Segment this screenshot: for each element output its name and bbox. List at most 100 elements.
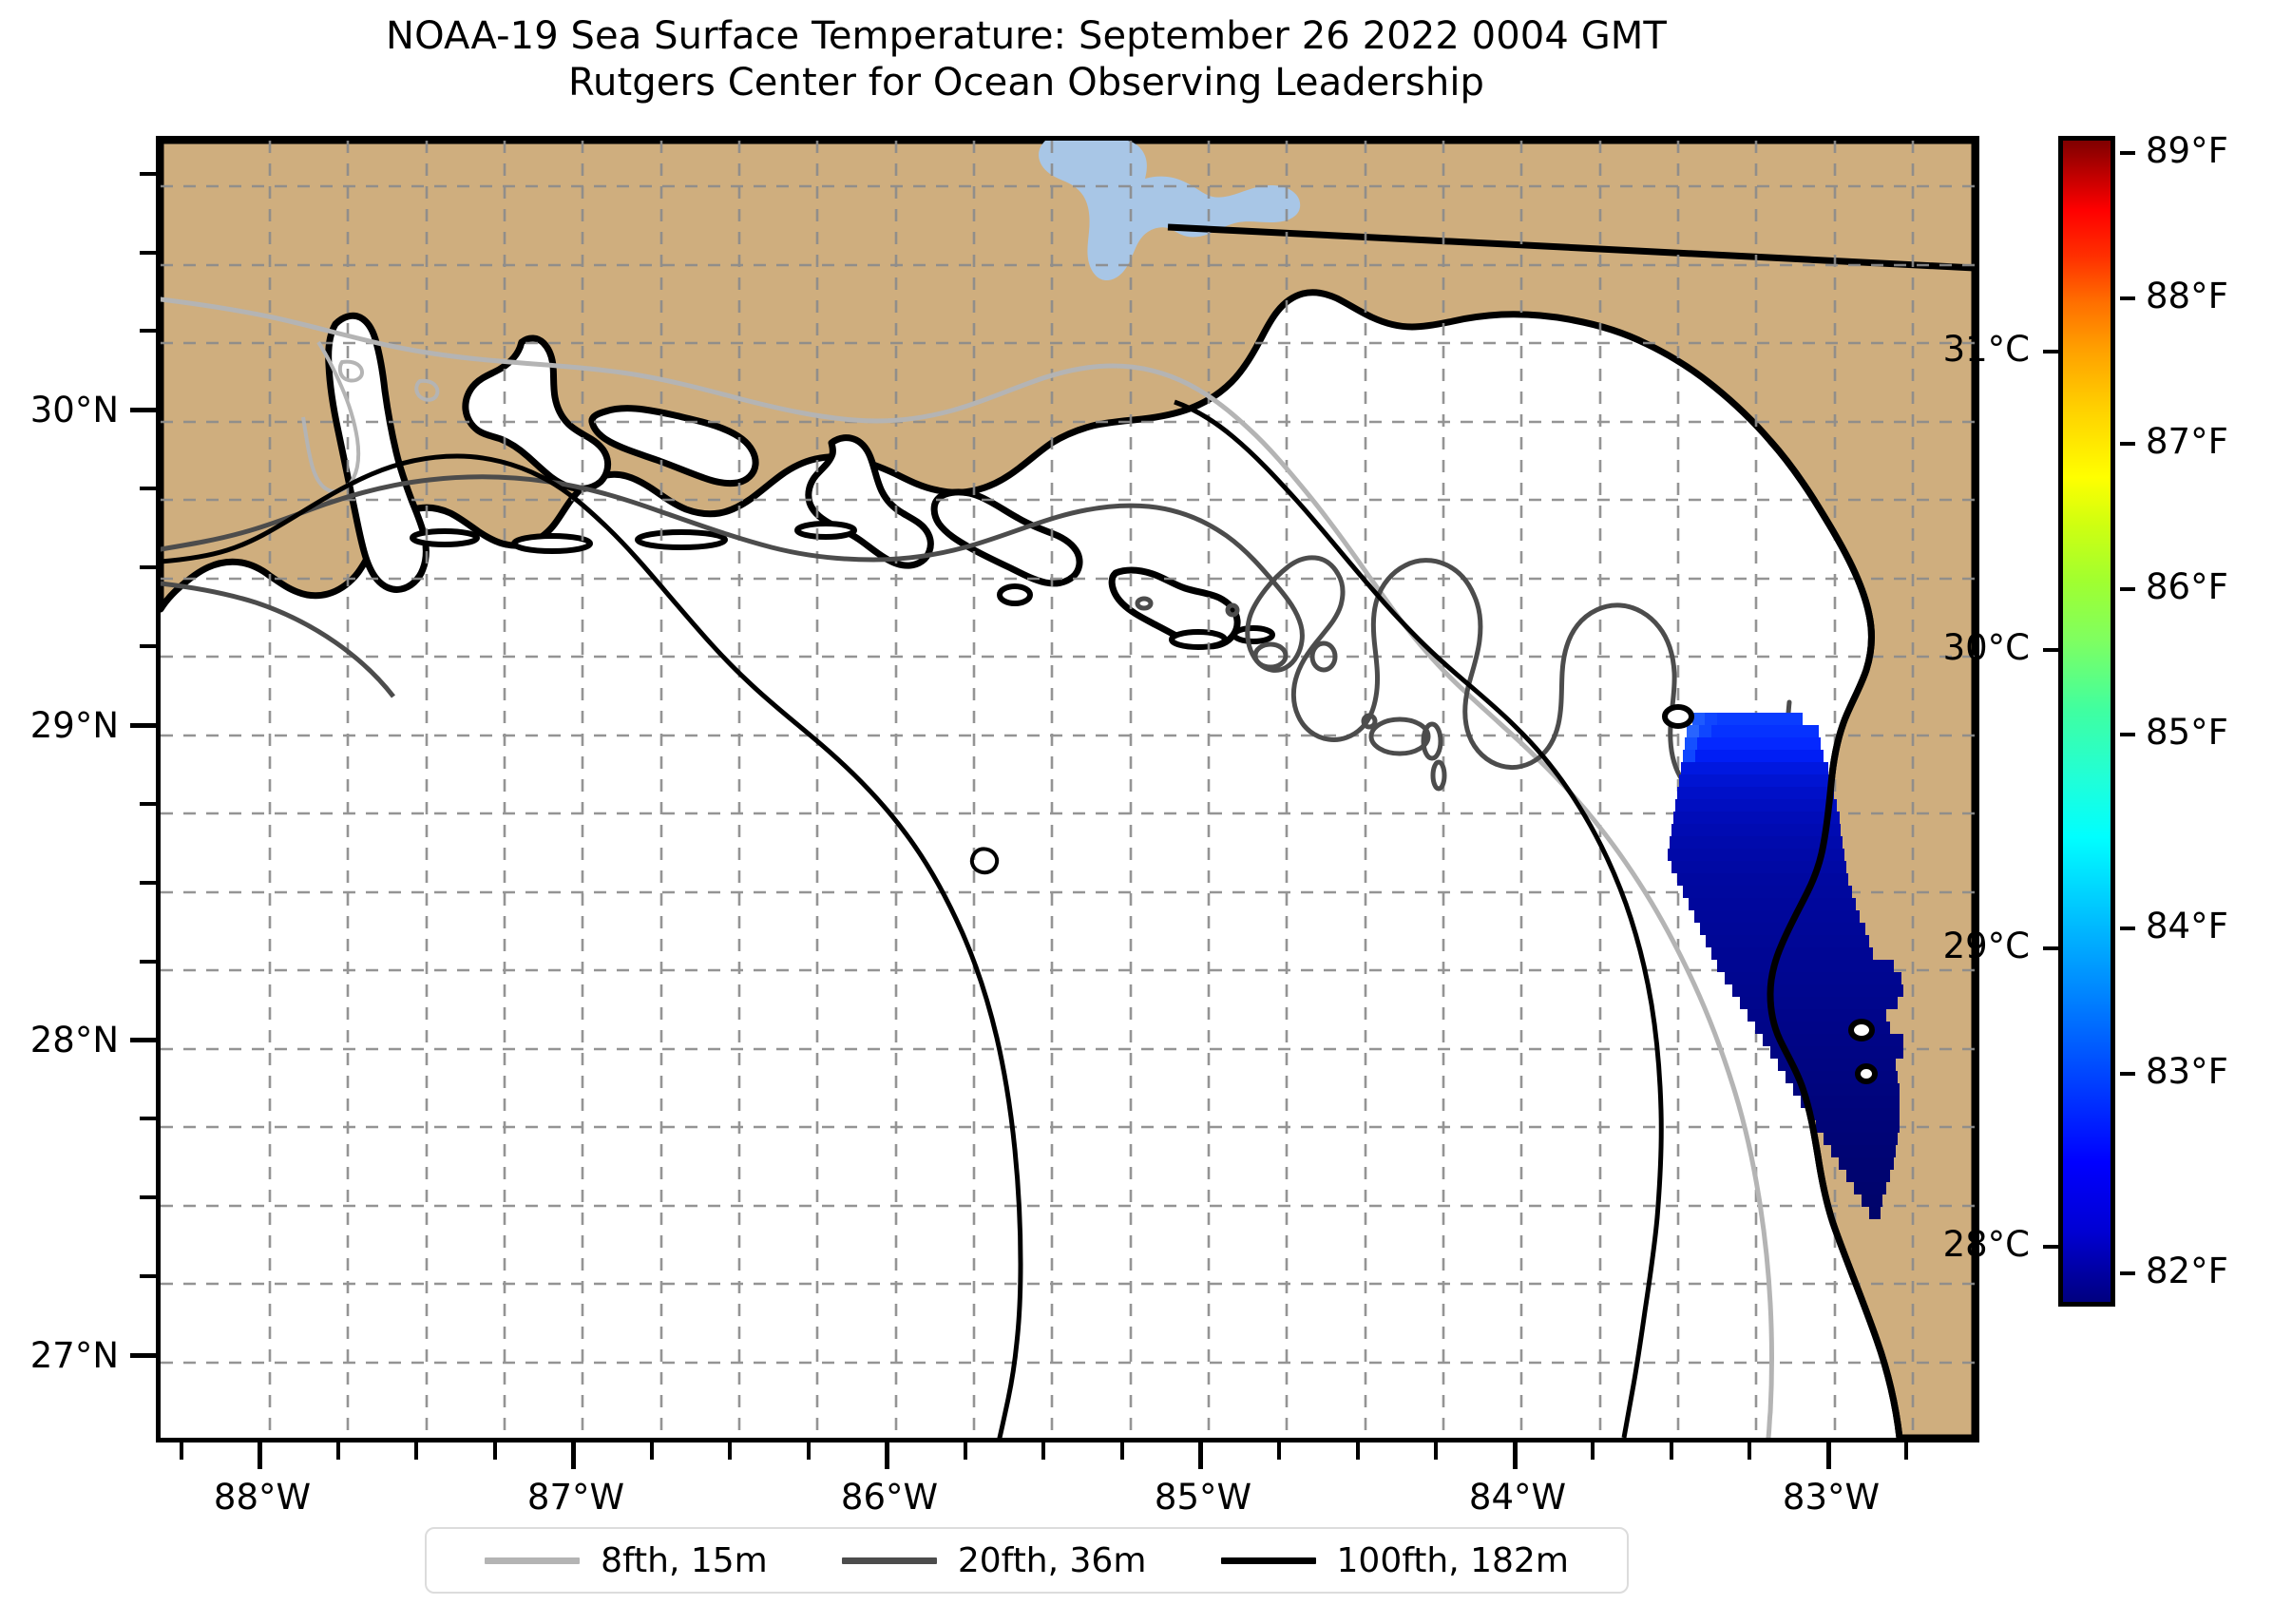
x-axis-label-85W: 85°W	[1154, 1477, 1252, 1518]
state-boundary-line	[1167, 223, 1975, 272]
y-minor-tick	[140, 329, 157, 333]
colorbar-tick-31C	[2043, 350, 2058, 353]
x-tick-86W	[885, 1442, 889, 1469]
colorbar-tick-85F	[2120, 733, 2135, 736]
legend-swatch-100fth	[1220, 1557, 1316, 1564]
y-minor-tick	[140, 565, 157, 569]
colorbar-tick-30C	[2043, 648, 2058, 652]
coastline-overlay	[1767, 438, 1903, 1438]
big-bend-keys	[1662, 704, 1878, 1084]
colorbar-label-89F: 89°F	[2146, 130, 2228, 171]
x-tick-87W	[571, 1442, 576, 1469]
y-tick-29N	[130, 723, 157, 728]
colorbar-label-88F: 88°F	[2146, 276, 2228, 316]
colorbar-tick-29C	[2043, 946, 2058, 950]
x-minor-tick	[1670, 1442, 1673, 1460]
y-minor-tick	[140, 1117, 157, 1120]
colorbar-label-29C: 29°C	[1942, 926, 2030, 966]
y-minor-tick	[140, 644, 157, 648]
y-minor-tick	[140, 960, 157, 964]
depth-contour-legend: 8fth, 15m 20fth, 36m 100fth, 182m	[425, 1527, 1629, 1594]
colorbar-tick-88F	[2120, 296, 2135, 300]
x-minor-tick	[1120, 1442, 1124, 1460]
y-minor-tick	[140, 802, 157, 806]
x-minor-tick	[650, 1442, 654, 1460]
x-minor-tick	[336, 1442, 340, 1460]
x-tick-85W	[1198, 1442, 1203, 1469]
colorbar-gradient	[2058, 136, 2115, 1307]
colorbar-tick-82F	[2120, 1271, 2135, 1275]
y-minor-tick	[140, 487, 157, 490]
contour-100fth-east	[1174, 399, 1664, 1438]
x-axis-label-84W: 84°W	[1468, 1477, 1567, 1518]
x-minor-tick	[1277, 1442, 1281, 1460]
x-axis-label-83W: 83°W	[1782, 1477, 1881, 1518]
contour-100fth-loop	[969, 847, 1000, 875]
y-tick-30N	[130, 408, 157, 412]
legend-label-8fth: 8fth, 15m	[601, 1540, 768, 1580]
colorbar-label-82F: 82°F	[2146, 1251, 2228, 1291]
x-tick-83W	[1826, 1442, 1831, 1469]
x-minor-tick	[728, 1442, 732, 1460]
x-minor-tick	[1356, 1442, 1360, 1460]
y-axis-label-28N: 28°N	[29, 1020, 119, 1060]
colorbar	[2058, 136, 2115, 1307]
x-minor-tick	[807, 1442, 811, 1460]
contour-8fth-small	[337, 359, 364, 383]
contour-8fth-lobe	[301, 340, 361, 494]
x-minor-tick	[964, 1442, 967, 1460]
map-plot-area	[156, 136, 1979, 1442]
map-gridlines	[161, 141, 1975, 1438]
legend-swatch-8fth	[485, 1557, 581, 1564]
y-minor-tick	[140, 1274, 157, 1278]
colorbar-tick-83F	[2120, 1072, 2135, 1076]
x-axis-label-86W: 86°W	[840, 1477, 939, 1518]
colorbar-tick-28C	[2043, 1245, 2058, 1249]
x-minor-tick	[1591, 1442, 1595, 1460]
y-tick-28N	[130, 1038, 157, 1042]
y-axis-label-29N: 29°N	[29, 705, 119, 746]
colorbar-label-87F: 87°F	[2146, 421, 2228, 462]
legend-item-8fth: 8fth, 15m	[485, 1541, 768, 1580]
y-minor-tick	[140, 1195, 157, 1199]
y-minor-tick	[140, 172, 157, 176]
colorbar-label-28C: 28°C	[1942, 1224, 2030, 1265]
colorbar-label-86F: 86°F	[2146, 566, 2228, 607]
x-tick-84W	[1513, 1442, 1518, 1469]
small-islands	[410, 521, 1275, 650]
legend-item-20fth: 20fth, 36m	[841, 1540, 1147, 1580]
contour-20fth-west	[161, 581, 395, 698]
colorbar-tick-84F	[2120, 927, 2135, 930]
x-axis-label-87W: 87°W	[526, 1477, 625, 1518]
map-clip	[161, 141, 1975, 1438]
colorbar-tick-89F	[2120, 151, 2135, 155]
x-minor-tick	[180, 1442, 183, 1460]
y-tick-27N	[130, 1353, 157, 1358]
contour-20fth	[161, 474, 1792, 809]
coastal-bays	[325, 312, 1241, 650]
contour-8fth	[161, 296, 1774, 1438]
x-minor-tick	[1041, 1442, 1045, 1460]
colorbar-label-31C: 31°C	[1942, 329, 2030, 370]
title-line-2: Rutgers Center for Ocean Observing Leade…	[567, 60, 1485, 105]
contour-20fth-loops	[1135, 596, 1447, 792]
x-minor-tick	[493, 1442, 497, 1460]
contour-8fth-small-2	[414, 378, 440, 402]
chart-title: NOAA-19 Sea Surface Temperature: Septemb…	[0, 13, 2053, 106]
legend-label-20fth: 20fth, 36m	[957, 1540, 1147, 1580]
map-graphic	[161, 141, 1975, 1438]
contour-100fth	[161, 453, 1023, 1438]
legend-label-100fth: 100fth, 182m	[1336, 1540, 1569, 1580]
x-axis-label-88W: 88°W	[213, 1477, 312, 1518]
x-minor-tick	[414, 1442, 418, 1460]
colorbar-label-83F: 83°F	[2146, 1051, 2228, 1092]
legend-swatch-20fth	[841, 1557, 937, 1564]
y-axis-label-27N: 27°N	[29, 1335, 119, 1376]
x-minor-tick	[1434, 1442, 1438, 1460]
x-minor-tick	[1904, 1442, 1908, 1460]
lake-seminole	[1039, 141, 1301, 281]
y-minor-tick	[140, 881, 157, 885]
colorbar-label-30C: 30°C	[1942, 627, 2030, 668]
x-tick-88W	[258, 1442, 262, 1469]
legend-item-100fth: 100fth, 182m	[1220, 1540, 1569, 1580]
